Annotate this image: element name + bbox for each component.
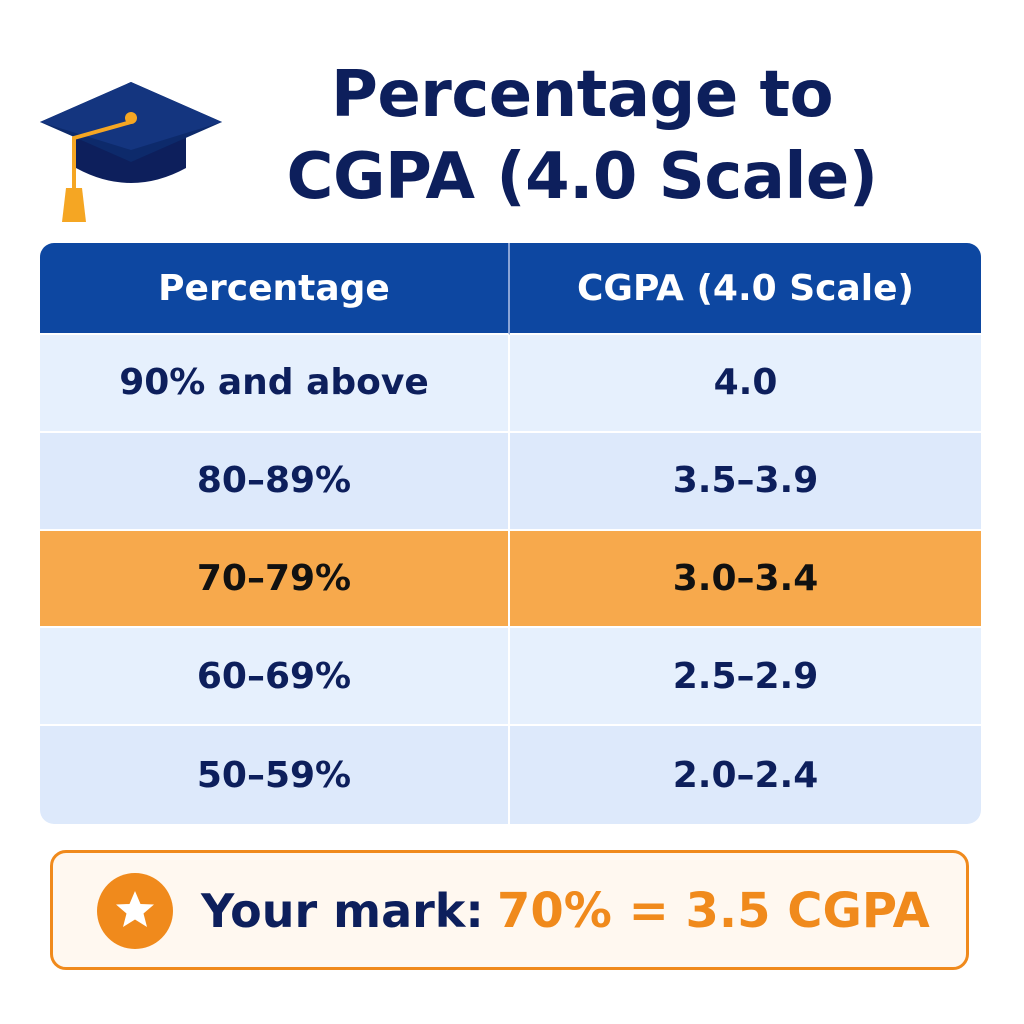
title-line-2: CGPA (4.0 Scale) [286,140,878,214]
table-cell-percentage-highlighted: 70–79% [40,530,510,629]
graduation-cap-icon [40,82,222,222]
conversion-table: Percentage CGPA (4.0 Scale) 90% and abov… [40,243,981,824]
header: Percentage to CGPA (4.0 Scale) [0,40,1024,230]
column-header-cgpa: CGPA (4.0 Scale) [510,243,981,335]
table-cell-cgpa: 3.5–3.9 [510,432,981,531]
table-cell-percentage: 80–89% [40,432,510,531]
table-cell-cgpa: 4.0 [510,335,981,433]
table-cell-cgpa-highlighted: 3.0–3.4 [510,530,981,629]
table-cell-percentage: 50–59% [40,726,510,824]
page-title: Percentage to CGPA (4.0 Scale) [222,54,942,218]
result-banner: Your mark: 70% = 3.5 CGPA [50,850,969,970]
result-value: 70% = 3.5 CGPA [497,883,930,939]
result-label: Your mark: [201,884,484,938]
column-header-percentage: Percentage [40,243,510,335]
table-cell-percentage: 90% and above [40,335,510,433]
table-cell-cgpa: 2.5–2.9 [510,628,981,727]
table-cell-cgpa: 2.0–2.4 [510,726,981,824]
star-icon [97,873,173,949]
title-line-1: Percentage to [330,58,834,132]
table-cell-percentage: 60–69% [40,628,510,727]
